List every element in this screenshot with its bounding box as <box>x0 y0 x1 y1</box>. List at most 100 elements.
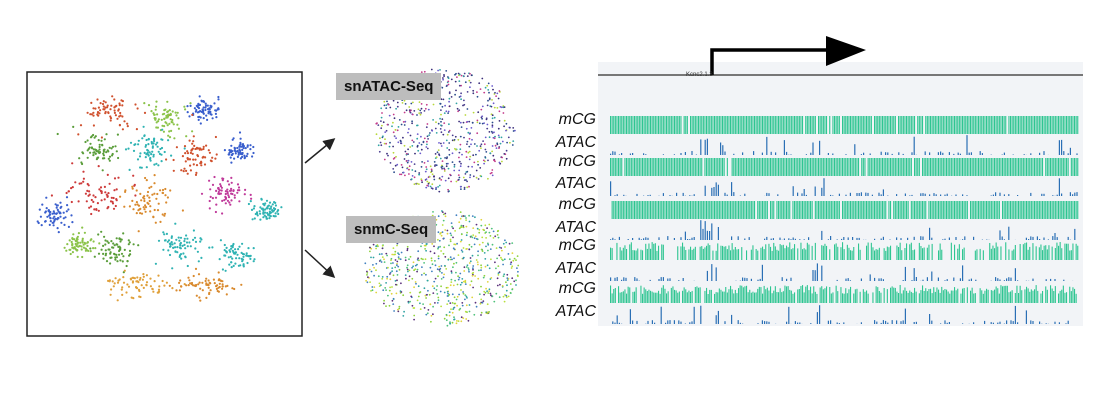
tsne-point <box>492 126 494 128</box>
mcg-bar <box>869 158 870 176</box>
tsne-point <box>112 242 114 244</box>
tsne-point <box>277 213 279 215</box>
mcg-bar <box>624 245 625 260</box>
tsne-point <box>114 145 116 147</box>
tsne-point <box>226 251 228 253</box>
mcg-bar <box>916 292 917 303</box>
tsne-point <box>129 250 131 252</box>
tsne-point <box>369 269 371 271</box>
atac-bar <box>922 280 923 281</box>
mcg-bar <box>797 248 798 260</box>
atac-bar <box>612 321 613 324</box>
tsne-point <box>119 259 121 261</box>
mcg-bar <box>626 201 627 219</box>
mcg-bar <box>644 116 645 134</box>
mcg-bar <box>690 201 691 219</box>
mcg-bar <box>898 201 899 219</box>
mcg-bar <box>760 287 761 303</box>
tsne-point <box>411 140 413 142</box>
mcg-bar <box>860 201 861 219</box>
tsne-point <box>101 199 103 201</box>
atac-bar <box>931 321 932 324</box>
tsne-point <box>463 293 465 295</box>
tsne-point <box>425 108 427 110</box>
tsne-point <box>230 248 232 250</box>
mcg-bar <box>852 158 853 176</box>
tsne-point <box>404 121 406 123</box>
tsne-point <box>143 195 145 197</box>
tsne-point <box>460 165 462 167</box>
tsne-point <box>155 263 157 265</box>
tsne-point <box>441 265 443 267</box>
tsne-point <box>499 247 501 249</box>
mcg-bar <box>1002 116 1003 134</box>
mcg-bar <box>685 116 686 134</box>
mcg-bar <box>730 201 731 219</box>
mcg-bar <box>615 116 616 134</box>
mcg-bar <box>887 158 888 176</box>
atac-bar <box>885 321 886 324</box>
tsne-point <box>125 291 127 293</box>
mcg-bar <box>882 201 883 219</box>
mcg-bar <box>938 290 939 303</box>
tsne-point <box>167 196 169 198</box>
mcg-bar <box>772 201 773 219</box>
mcg-bar <box>930 289 931 303</box>
tsne-point <box>450 308 452 310</box>
mcg-bar <box>964 201 965 219</box>
mcg-bar <box>620 116 621 134</box>
tsne-point <box>152 288 154 290</box>
atac-bar <box>927 277 928 281</box>
tsne-point <box>381 278 383 280</box>
tsne-point <box>397 102 399 104</box>
mcg-bar <box>844 158 845 176</box>
mcg-bar <box>741 286 742 303</box>
tsne-point <box>508 296 510 298</box>
tsne-point <box>226 189 228 191</box>
tsne-point <box>406 160 408 162</box>
mcg-bar <box>621 251 622 261</box>
tsne-point <box>72 186 74 188</box>
tsne-point <box>264 202 266 204</box>
mcg-bar <box>624 116 625 134</box>
tsne-point <box>119 249 121 251</box>
mcg-bar <box>695 201 696 219</box>
tsne-point <box>58 231 60 233</box>
tsne-point <box>268 217 270 219</box>
tsne-point <box>94 108 96 110</box>
tsne-point <box>438 191 440 193</box>
tsne-point <box>171 287 173 289</box>
mcg-bar <box>1056 116 1057 134</box>
tsne-point <box>505 295 507 297</box>
mcg-bar <box>1069 287 1070 303</box>
mcg-bar <box>1071 201 1072 219</box>
tsne-point <box>237 183 239 185</box>
mcg-bar <box>805 158 806 176</box>
atac-bar <box>654 323 655 324</box>
tsne-point <box>466 248 468 250</box>
mcg-bar <box>708 294 709 303</box>
tsne-point <box>454 280 456 282</box>
mcg-bar <box>1063 286 1064 303</box>
tsne-point <box>155 109 157 111</box>
mcg-bar <box>615 201 616 219</box>
tsne-point <box>474 237 476 239</box>
tsne-point <box>142 279 144 281</box>
mcg-bar <box>712 116 713 134</box>
atac-bar <box>614 195 615 196</box>
mcg-bar <box>978 201 979 219</box>
tsne-point <box>455 81 457 83</box>
mcg-bar <box>983 294 984 303</box>
tsne-point <box>87 241 89 243</box>
tsne-point <box>464 299 466 301</box>
tsne-point <box>392 168 394 170</box>
tsne-point <box>517 265 519 267</box>
tsne-point <box>406 109 408 111</box>
tsne-point <box>506 284 508 286</box>
tsne-point <box>463 177 465 179</box>
mcg-bar <box>791 116 792 134</box>
tsne-point <box>132 277 134 279</box>
tsne-point <box>447 233 449 235</box>
mcg-bar <box>612 201 613 219</box>
mcg-bar <box>983 158 984 176</box>
